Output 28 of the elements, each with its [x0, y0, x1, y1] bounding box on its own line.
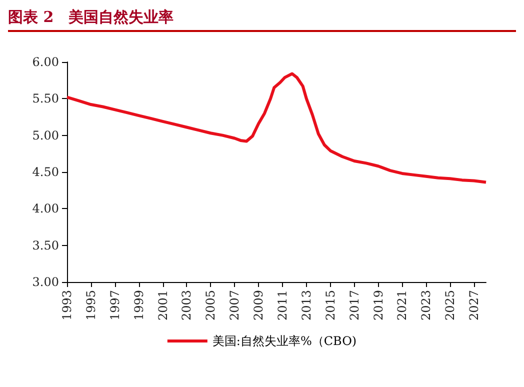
x-tick-label: 2023: [419, 290, 434, 321]
x-tick-label: 2021: [395, 290, 410, 321]
x-tick-label: 2009: [252, 290, 266, 321]
legend-label: 美国:自然失业率%（CBO): [212, 334, 357, 348]
y-tick-label: 5.50: [32, 92, 59, 106]
x-tick-label: 2003: [180, 290, 194, 321]
x-tick-label: 2027: [467, 290, 482, 321]
y-tick-label: 3.00: [32, 275, 59, 289]
x-tick-label: 1993: [60, 290, 74, 321]
chart-title: 图表 2 美国自然失业率: [8, 4, 516, 32]
y-tick-label: 4.50: [32, 165, 59, 179]
y-tick-label: 3.50: [32, 238, 59, 252]
x-tick-label: 2025: [443, 290, 458, 321]
x-tick-label: 2017: [347, 290, 362, 321]
x-tick-label: 1995: [84, 290, 98, 321]
x-tick-label: 2011: [275, 290, 290, 321]
x-tick-label: 2007: [228, 290, 242, 321]
y-tick-label: 5.00: [32, 128, 59, 142]
y-tick-label: 4.00: [32, 202, 59, 216]
x-tick-label: 2005: [204, 290, 218, 321]
x-tick-label: 2015: [323, 290, 338, 321]
y-tick-label: 6.00: [32, 55, 59, 69]
x-tick-label: 2001: [156, 290, 170, 321]
x-tick-label: 1999: [132, 290, 146, 321]
x-tick-label: 1997: [108, 290, 122, 321]
line-series: [66, 72, 488, 184]
x-tick-label: 2019: [371, 290, 386, 321]
x-tick-label: 2013: [299, 290, 314, 321]
